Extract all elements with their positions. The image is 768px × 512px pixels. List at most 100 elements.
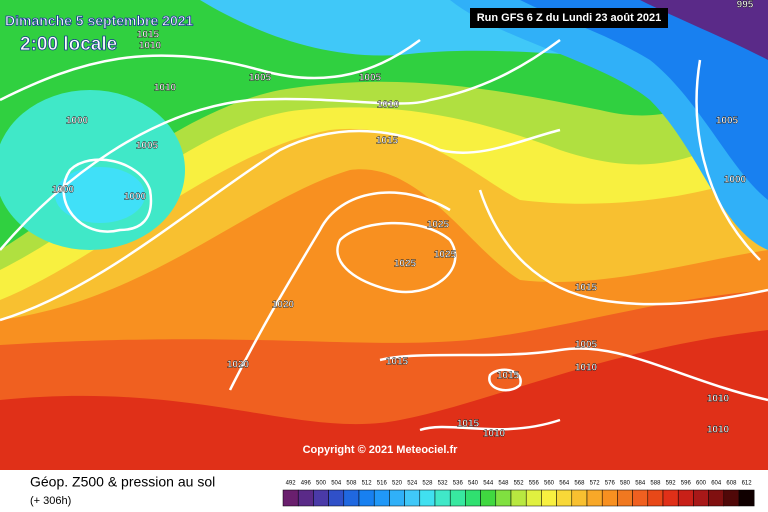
isobar-label: 1000 bbox=[124, 192, 147, 203]
scale-swatch bbox=[601, 489, 618, 507]
scale-swatch bbox=[373, 489, 390, 507]
scale-swatch bbox=[556, 489, 573, 507]
isobar-label: 1010 bbox=[139, 41, 162, 52]
scale-label: 492 bbox=[286, 481, 297, 487]
isobar-label: 1020 bbox=[272, 300, 295, 311]
scale-swatch bbox=[662, 489, 679, 507]
scale-label: 604 bbox=[711, 481, 722, 487]
scale-label: 528 bbox=[422, 481, 433, 487]
scale-label: 536 bbox=[453, 481, 464, 487]
scale-label: 592 bbox=[666, 481, 677, 487]
scale-swatch bbox=[541, 489, 557, 507]
scale-label: 588 bbox=[650, 481, 661, 487]
scale-swatch bbox=[586, 489, 603, 507]
scale-swatch bbox=[343, 489, 360, 507]
isobar-label: 1010 bbox=[483, 429, 506, 440]
scale-label: 544 bbox=[483, 481, 494, 487]
scale-swatch bbox=[632, 489, 649, 507]
scale-label: 500 bbox=[316, 481, 327, 487]
scale-swatch bbox=[510, 489, 527, 507]
scale-swatch bbox=[389, 489, 405, 507]
scale-swatch bbox=[525, 489, 542, 507]
scale-swatch bbox=[571, 489, 588, 507]
scale-swatch bbox=[358, 489, 375, 507]
isobar-label: 1015 bbox=[376, 136, 399, 147]
scale-label: 560 bbox=[544, 481, 555, 487]
scale-swatch bbox=[434, 489, 451, 507]
scale-swatch bbox=[404, 489, 421, 507]
isobar-label: 1010 bbox=[377, 100, 400, 111]
isobar-label: 1020 bbox=[227, 360, 250, 371]
scale-label: 564 bbox=[559, 481, 570, 487]
scale-label: 516 bbox=[377, 481, 388, 487]
scale-swatch bbox=[313, 489, 329, 507]
scale-label: 496 bbox=[301, 481, 312, 487]
isobar-label: 1025 bbox=[427, 220, 450, 231]
scale-swatch bbox=[328, 489, 345, 507]
local-time: 2:00 locale bbox=[20, 34, 117, 55]
header-text: Dimanche 5 septembre 2021 2:00 locale Ru… bbox=[5, 8, 668, 456]
isobar-label: 1015 bbox=[497, 371, 520, 382]
scale-swatch bbox=[708, 489, 725, 507]
isobar-label: 1000 bbox=[724, 175, 747, 186]
scale-swatch bbox=[738, 489, 755, 507]
isobar-label: 1015 bbox=[386, 357, 409, 368]
date: Dimanche 5 septembre 2021 bbox=[5, 13, 194, 29]
scale-swatch bbox=[480, 489, 497, 507]
isobar-label: 1005 bbox=[575, 340, 598, 351]
scale-label: 512 bbox=[362, 481, 373, 487]
scale-swatch bbox=[617, 489, 633, 507]
scale-label: 548 bbox=[498, 481, 509, 487]
scale-swatch bbox=[647, 489, 664, 507]
scale-label: 576 bbox=[605, 481, 616, 487]
scale-swatch bbox=[282, 489, 299, 507]
isobar-label: 1010 bbox=[707, 425, 730, 436]
isobar-label: 1000 bbox=[52, 185, 75, 196]
background bbox=[0, 0, 768, 470]
scale-label: 524 bbox=[407, 481, 418, 487]
scale-swatch bbox=[693, 489, 709, 507]
scale-label: 552 bbox=[514, 481, 525, 487]
isobar-label: 995 bbox=[737, 0, 754, 11]
isobar-label: 1015 bbox=[137, 30, 160, 41]
footer-title: Géop. Z500 & pression au sol bbox=[30, 474, 215, 490]
scale-label: 596 bbox=[681, 481, 692, 487]
isobar-label: 1000 bbox=[66, 116, 89, 127]
footer-lead: (+ 306h) bbox=[30, 495, 71, 507]
isobar-label: 1010 bbox=[575, 363, 598, 374]
scale-swatch bbox=[419, 489, 436, 507]
scale-swatch bbox=[677, 489, 694, 507]
scale-label: 504 bbox=[331, 481, 342, 487]
isobar-label: 1025 bbox=[434, 250, 457, 261]
isobars bbox=[0, 38, 768, 432]
scale-label: 580 bbox=[620, 481, 631, 487]
scale-label: 600 bbox=[696, 481, 707, 487]
isobar-label: 1005 bbox=[716, 116, 739, 127]
scale-label: 584 bbox=[635, 481, 646, 487]
copyright: Copyright © 2021 Meteociel.fr bbox=[303, 444, 459, 456]
scale-label: 556 bbox=[529, 481, 540, 487]
scale-swatch bbox=[465, 489, 481, 507]
isobar-label: 1025 bbox=[394, 259, 417, 270]
isobar-label: 1010 bbox=[154, 83, 177, 94]
scale-swatch bbox=[495, 489, 512, 507]
isobar-label: 1010 bbox=[707, 394, 730, 405]
scale-label: 572 bbox=[590, 481, 601, 487]
isobar-label: 1015 bbox=[457, 419, 480, 430]
scale-label: 532 bbox=[438, 481, 449, 487]
scale-swatch bbox=[297, 489, 314, 507]
scale-label: 568 bbox=[574, 481, 585, 487]
scale-label: 508 bbox=[346, 481, 357, 487]
scale-label: 608 bbox=[726, 481, 737, 487]
scale-label: 540 bbox=[468, 481, 479, 487]
scale-label: 520 bbox=[392, 481, 403, 487]
isobar-label: 1015 bbox=[575, 283, 598, 294]
isobar-label: 1005 bbox=[249, 73, 272, 84]
run-info: Run GFS 6 Z du Lundi 23 août 2021 bbox=[477, 12, 662, 24]
scale-swatch bbox=[723, 489, 740, 507]
run-box bbox=[470, 8, 668, 28]
isobar-label: 1005 bbox=[136, 141, 159, 152]
scale-swatch bbox=[449, 489, 466, 507]
